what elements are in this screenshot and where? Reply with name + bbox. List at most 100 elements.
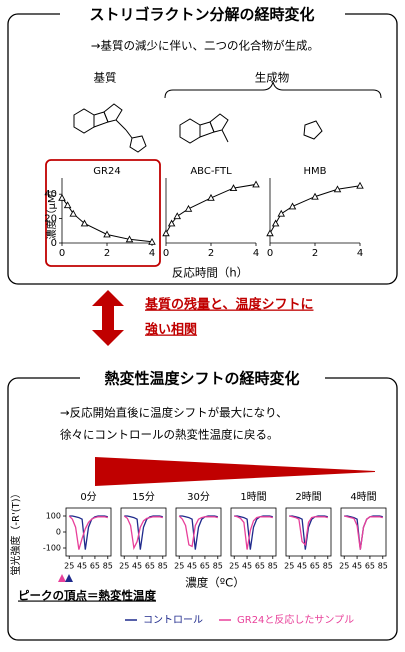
data-point — [80, 219, 89, 227]
correlation-text: 強い相関 — [145, 322, 197, 338]
x-tick-label: 65 — [200, 562, 210, 571]
title-backdrop — [80, 368, 325, 390]
x-tick-label: 85 — [158, 562, 168, 571]
x-tick-label: 65 — [365, 562, 375, 571]
data-line — [344, 515, 383, 550]
x-tick-label: 2 — [312, 248, 318, 259]
data-point — [333, 185, 342, 193]
top-panel-frame — [7, 13, 398, 285]
top-subtitle: →基質の減少に伴い、二つの化合物が生成。 — [91, 39, 319, 53]
data-point — [125, 235, 134, 243]
data-point — [63, 201, 72, 209]
molecule-gr24 — [73, 103, 147, 153]
substrate-label: 基質 — [94, 71, 117, 85]
data-point — [288, 202, 297, 210]
y-axis-label: 蛍光強度（-R'(T)） — [9, 488, 22, 575]
peak-marker — [58, 574, 66, 582]
plot-frame — [175, 507, 222, 557]
x-tick-label: 25 — [64, 562, 74, 571]
x-tick-label: 4 — [149, 248, 155, 259]
y-tick-label: 0 — [56, 528, 61, 537]
data-line — [179, 515, 218, 550]
data-line — [123, 515, 163, 551]
x-tick-label: 45 — [187, 562, 197, 571]
data-point — [311, 192, 319, 200]
x-tick-label: 65 — [145, 562, 155, 571]
data-line — [344, 515, 383, 550]
data-point — [252, 180, 260, 188]
x-tick-label: 65 — [90, 562, 100, 571]
x-tick-label: 4 — [357, 248, 363, 259]
data-point — [173, 212, 182, 220]
x-tick-label: 0 — [267, 248, 273, 259]
x-tick-label: 85 — [323, 562, 333, 571]
double-arrow — [92, 290, 124, 346]
y-tick-label: -100 — [43, 544, 61, 553]
title-backdrop — [60, 4, 345, 26]
x-axis-label: 濃度（ºC） — [185, 576, 244, 590]
x-axis-label: 反応時間（h） — [172, 266, 248, 280]
x-tick-label: 65 — [310, 562, 320, 571]
chart-title: 4時間 — [350, 491, 376, 503]
data-point — [162, 229, 170, 237]
data-point — [58, 193, 66, 201]
data-point — [271, 219, 280, 227]
data-point — [103, 230, 111, 238]
chart-title: ABC-FTL — [190, 166, 232, 177]
correlation-text: 基質の残量と、温度シフトに — [144, 297, 313, 313]
data-line — [69, 515, 108, 550]
x-tick-label: 2 — [104, 248, 110, 259]
x-tick-label: 85 — [103, 562, 113, 571]
peak-marker — [65, 574, 73, 582]
bottom-text: 徐々にコントロールの熱変性温度に戻る。 — [60, 428, 279, 442]
x-tick-label: 25 — [339, 562, 349, 571]
time-wedge — [95, 457, 375, 486]
x-tick-label: 85 — [268, 562, 278, 571]
chart-title: 0分 — [80, 491, 96, 503]
data-line — [124, 515, 163, 550]
chart-title: 2時間 — [295, 491, 321, 503]
plot-frame — [340, 507, 387, 557]
plot-frame — [230, 507, 277, 557]
data-point — [184, 204, 193, 212]
x-tick-label: 45 — [132, 562, 142, 571]
data-point — [277, 209, 286, 217]
chart-title: 1時間 — [240, 491, 266, 503]
bottom-text: →反応開始直後に温度シフトが最大になり、 — [60, 406, 288, 420]
data-line — [234, 515, 273, 550]
data-point — [356, 181, 364, 189]
chart-title: HMB — [303, 166, 326, 177]
products-label: 生成物 — [255, 71, 290, 85]
data-point — [167, 219, 176, 227]
highlight-box — [45, 159, 161, 267]
x-tick-label: 0 — [59, 248, 65, 259]
bottom-title: 熱変性温度シフトの経時変化 — [104, 370, 299, 388]
molecule-abc-ftl — [179, 113, 229, 144]
data-line — [234, 515, 273, 550]
x-tick-label: 25 — [284, 562, 294, 571]
plot-frame — [65, 507, 112, 557]
x-tick-label: 45 — [297, 562, 307, 571]
x-tick-label: 25 — [229, 562, 239, 571]
x-tick-label: 25 — [174, 562, 184, 571]
plot-frame — [285, 507, 332, 557]
y-tick-label: 100 — [46, 512, 61, 521]
x-tick-label: 2 — [208, 248, 214, 259]
y-tick-label: 20 — [44, 214, 57, 225]
data-point — [229, 184, 238, 192]
x-tick-label: 65 — [255, 562, 265, 571]
x-tick-label: 0 — [163, 248, 169, 259]
legend: コントロール GR24と反応したサンプル — [125, 613, 354, 626]
top-title: ストリゴラクトン分解の経時変化 — [89, 6, 314, 24]
legend-label: コントロール — [143, 615, 203, 626]
data-line — [68, 515, 108, 550]
chart-title: 15分 — [132, 491, 155, 503]
x-tick-label: 45 — [242, 562, 252, 571]
legend-label: GR24と反応したサンプル — [237, 613, 354, 626]
data-point — [69, 209, 78, 217]
x-tick-label: 25 — [119, 562, 129, 571]
data-line — [289, 515, 328, 550]
x-tick-label: 85 — [378, 562, 388, 571]
data-point — [207, 193, 215, 201]
